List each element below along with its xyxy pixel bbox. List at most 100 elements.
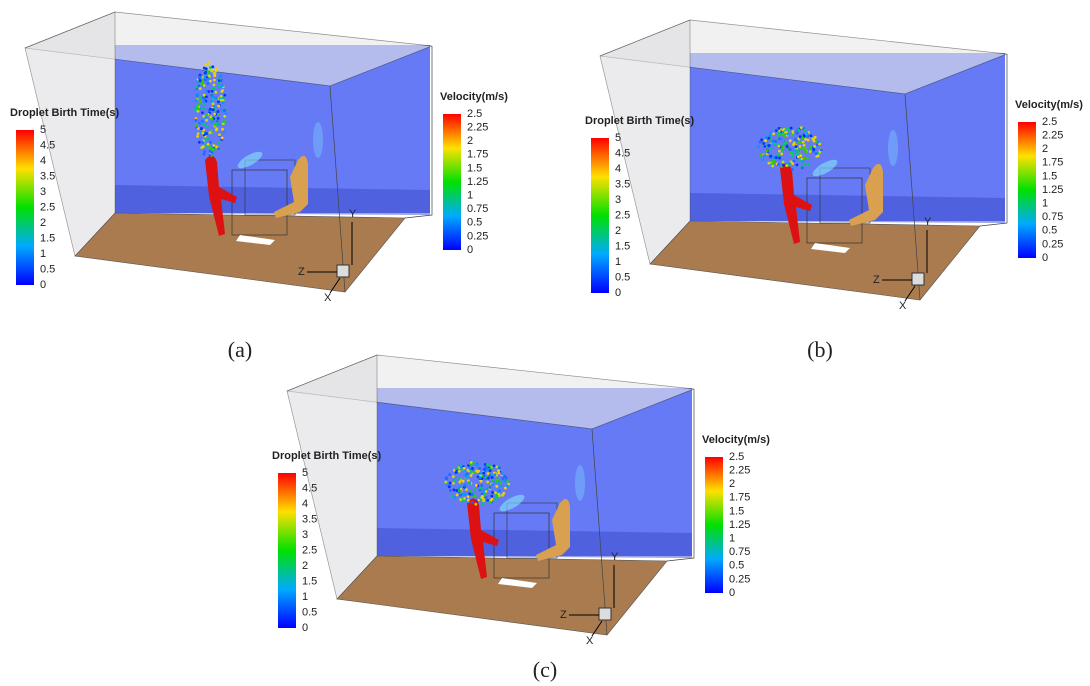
- legend-tick-label: 4.5: [40, 139, 55, 151]
- droplet: [816, 143, 819, 146]
- droplet: [770, 147, 773, 150]
- droplet: [767, 151, 770, 154]
- droplet: [797, 128, 800, 131]
- axis-label: X: [586, 635, 594, 647]
- droplet: [203, 100, 206, 103]
- legend-title: Droplet Birth Time(s): [585, 115, 695, 127]
- droplet: [799, 154, 802, 157]
- droplet: [453, 469, 456, 472]
- droplet: [215, 127, 218, 130]
- droplet: [495, 465, 498, 468]
- droplet: [210, 100, 213, 103]
- floor: [650, 221, 980, 300]
- axis-label: Z: [298, 266, 305, 278]
- droplet: [462, 493, 465, 496]
- droplet: [206, 125, 209, 128]
- droplet: [453, 479, 456, 482]
- droplet: [800, 148, 803, 151]
- droplet: [217, 110, 220, 113]
- droplet: [474, 503, 477, 506]
- legend-tick-label: 1.5: [729, 505, 744, 517]
- floor: [337, 556, 667, 635]
- figure: ZYXDroplet Birth Time(s)54.543.532.521.5…: [0, 0, 1090, 686]
- droplet: [809, 147, 812, 150]
- droplet: [782, 164, 785, 167]
- droplet: [455, 489, 458, 492]
- droplet: [456, 467, 459, 470]
- droplet: [452, 482, 455, 485]
- droplet: [210, 69, 213, 72]
- droplet: [207, 143, 210, 146]
- colorbar: [278, 473, 296, 628]
- droplet: [777, 153, 780, 156]
- legend-tick-label: 0.5: [615, 271, 630, 283]
- droplet: [798, 145, 801, 148]
- caption: (a): [228, 337, 252, 362]
- droplet: [770, 131, 773, 134]
- box-left: [287, 355, 377, 599]
- droplet: [487, 472, 490, 475]
- legend-tick-label: 1.25: [467, 176, 488, 188]
- legend-tick-label: 2.5: [615, 209, 630, 221]
- droplet: [223, 109, 226, 112]
- droplet: [765, 136, 768, 139]
- droplet: [791, 162, 794, 165]
- droplet: [803, 146, 806, 149]
- droplet: [479, 476, 482, 479]
- axis-cube: [599, 608, 611, 620]
- legend-tick-label: 2.5: [467, 108, 482, 120]
- legend-tick-label: 2: [467, 135, 473, 147]
- droplet: [484, 465, 487, 468]
- droplet: [803, 135, 806, 138]
- legend-tick-label: 1.5: [1042, 170, 1057, 182]
- droplet: [800, 126, 803, 129]
- droplet: [209, 80, 212, 83]
- axis-label: X: [324, 292, 332, 304]
- legend-tick-label: 0.75: [467, 203, 488, 215]
- droplet: [502, 479, 505, 482]
- droplet: [771, 162, 774, 165]
- droplet: [195, 124, 198, 127]
- legend-tick-label: 1.25: [729, 519, 750, 531]
- droplet: [449, 489, 452, 492]
- axis-label: Y: [924, 216, 932, 228]
- droplet: [202, 96, 205, 99]
- legend-tick-label: 0.5: [1042, 225, 1057, 237]
- droplet: [495, 485, 498, 488]
- droplet: [201, 111, 204, 114]
- plume: [313, 122, 323, 158]
- droplet: [458, 477, 461, 480]
- droplet: [501, 494, 504, 497]
- colorbar: [705, 457, 723, 593]
- droplet: [207, 137, 210, 140]
- droplet: [491, 483, 494, 486]
- droplet: [217, 105, 220, 108]
- droplet: [763, 154, 766, 157]
- axis-label: Z: [873, 274, 880, 286]
- droplet: [205, 119, 208, 122]
- droplet: [801, 167, 804, 170]
- droplet: [214, 72, 217, 75]
- colorbar: [443, 114, 461, 250]
- droplet: [448, 485, 451, 488]
- droplet: [496, 494, 499, 497]
- droplet: [213, 84, 216, 87]
- droplet: [498, 467, 501, 470]
- droplet: [779, 133, 782, 136]
- droplet: [783, 135, 786, 138]
- floor: [75, 213, 405, 292]
- legend-tick-label: 2.5: [729, 451, 744, 463]
- droplet: [203, 76, 206, 79]
- legend-tick-label: 0: [729, 587, 735, 599]
- legend-tick-label: 1.25: [1042, 184, 1063, 196]
- legend-tick-label: 0: [467, 244, 473, 256]
- droplet: [221, 84, 224, 87]
- colorbar: [16, 130, 34, 285]
- legend-tick-label: 5: [40, 124, 46, 136]
- plume: [575, 465, 585, 501]
- droplet: [804, 162, 807, 165]
- droplet: [470, 470, 473, 473]
- droplet: [791, 154, 794, 157]
- droplet: [212, 108, 215, 111]
- droplet: [815, 152, 818, 155]
